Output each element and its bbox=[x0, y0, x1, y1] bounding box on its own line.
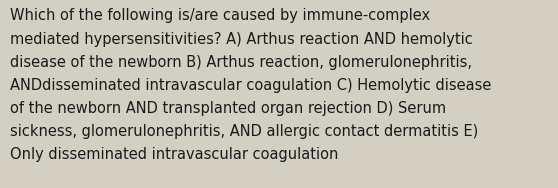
Text: disease of the newborn B) Arthus reaction, glomerulonephritis,: disease of the newborn B) Arthus reactio… bbox=[10, 55, 472, 70]
Text: Only disseminated intravascular coagulation: Only disseminated intravascular coagulat… bbox=[10, 147, 338, 162]
Text: ANDdisseminated intravascular coagulation C) Hemolytic disease: ANDdisseminated intravascular coagulatio… bbox=[10, 78, 492, 93]
Text: of the newborn AND transplanted organ rejection D) Serum: of the newborn AND transplanted organ re… bbox=[10, 101, 446, 116]
Text: sickness, glomerulonephritis, AND allergic contact dermatitis E): sickness, glomerulonephritis, AND allerg… bbox=[10, 124, 478, 139]
Text: mediated hypersensitivities? A) Arthus reaction AND hemolytic: mediated hypersensitivities? A) Arthus r… bbox=[10, 32, 473, 47]
Text: Which of the following is/are caused by immune-complex: Which of the following is/are caused by … bbox=[10, 8, 430, 24]
